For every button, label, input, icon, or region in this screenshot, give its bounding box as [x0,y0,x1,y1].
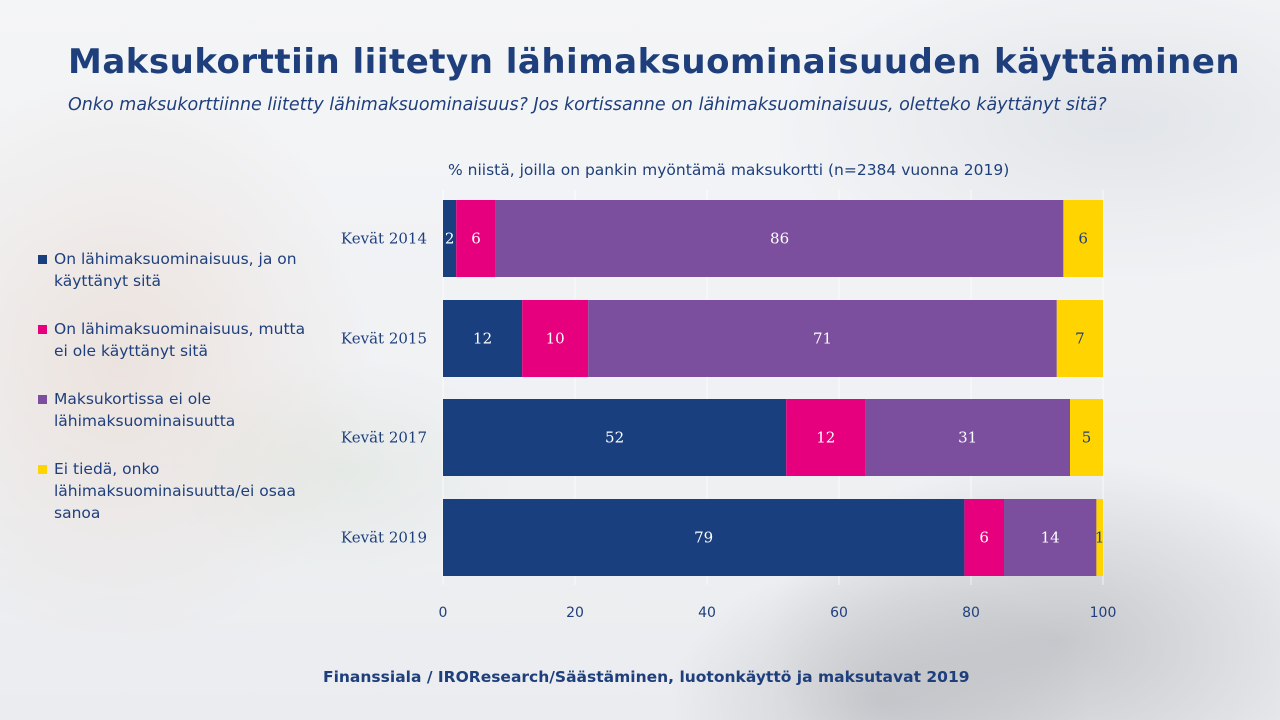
x-tick-label: 20 [566,605,584,621]
legend-swatch [38,255,47,264]
bar-segment [522,300,589,377]
bar-segment [1063,200,1103,277]
legend-label: Maksukortissa ei ole lähimaksuominaisuut… [54,390,236,430]
sample-note: % niistä, joilla on pankin myöntämä maks… [448,161,1010,179]
bar-segment [456,200,496,277]
data-label: 86 [770,230,789,248]
data-label: 12 [473,330,492,348]
data-label: 5 [1082,429,1092,447]
legend-swatch [38,465,47,474]
source-note: Finanssiala / IROResearch/Säästäminen, l… [323,668,970,686]
bar-segment [443,499,965,576]
legend-label: On lähimaksuominaisuus, ja on käyttänyt … [54,250,297,290]
data-label: 31 [958,429,977,447]
data-label: 10 [546,330,565,348]
bar-segment [964,499,1004,576]
legend-item-used: On lähimaksuominaisuus, ja on käyttänyt … [38,248,308,292]
legend-item-not-used: On lähimaksuominaisuus, mutta ei ole käy… [38,318,308,362]
bar-segment [1070,399,1103,476]
data-label: 1 [1095,529,1105,547]
legend-label: On lähimaksuominaisuus, mutta ei ole käy… [54,320,306,360]
chart-subtitle: Onko maksukorttiinne liitetty lähimaksuo… [68,95,1107,115]
x-tick-label: 80 [962,605,980,621]
data-label: 2 [445,230,455,248]
data-label: 14 [1041,529,1060,547]
data-label: 52 [605,429,624,447]
legend-item-no-feature: Maksukortissa ei ole lähimaksuominaisuut… [38,388,308,432]
bar-segment [443,300,523,377]
data-label: 6 [471,230,481,248]
legend-item-dont-know: Ei tiedä, onko lähimaksuominaisuutta/ei … [38,458,308,524]
bar-segment [443,200,457,277]
data-label: 79 [694,529,713,547]
data-label: 7 [1075,330,1085,348]
data-label: 6 [979,529,989,547]
category-label: Kevät 2019 [341,529,427,547]
x-tick-label: 0 [439,605,448,621]
bar-segment [865,399,1070,476]
category-label: Kevät 2015 [341,330,427,348]
bar-segment [1096,499,1103,576]
bar-segment [1056,300,1103,377]
bar-segment [443,399,787,476]
legend-label: Ei tiedä, onko lähimaksuominaisuutta/ei … [54,460,296,522]
legend: On lähimaksuominaisuus, ja on käyttänyt … [38,248,308,550]
bar-segment [786,399,866,476]
category-label: Kevät 2014 [341,230,427,248]
x-tick-label: 100 [1090,605,1117,621]
bar-segment [1004,499,1097,576]
category-label: Kevät 2017 [341,429,427,447]
legend-swatch [38,325,47,334]
bar-segment [588,300,1057,377]
legend-swatch [38,395,47,404]
data-label: 12 [816,429,835,447]
x-tick-label: 40 [698,605,716,621]
data-label: 6 [1078,230,1088,248]
bar-segment [495,200,1064,277]
data-label: 71 [813,330,832,348]
chart-title: Maksukorttiin liitetyn lähimaksuominaisu… [68,42,1241,82]
x-tick-label: 60 [830,605,848,621]
